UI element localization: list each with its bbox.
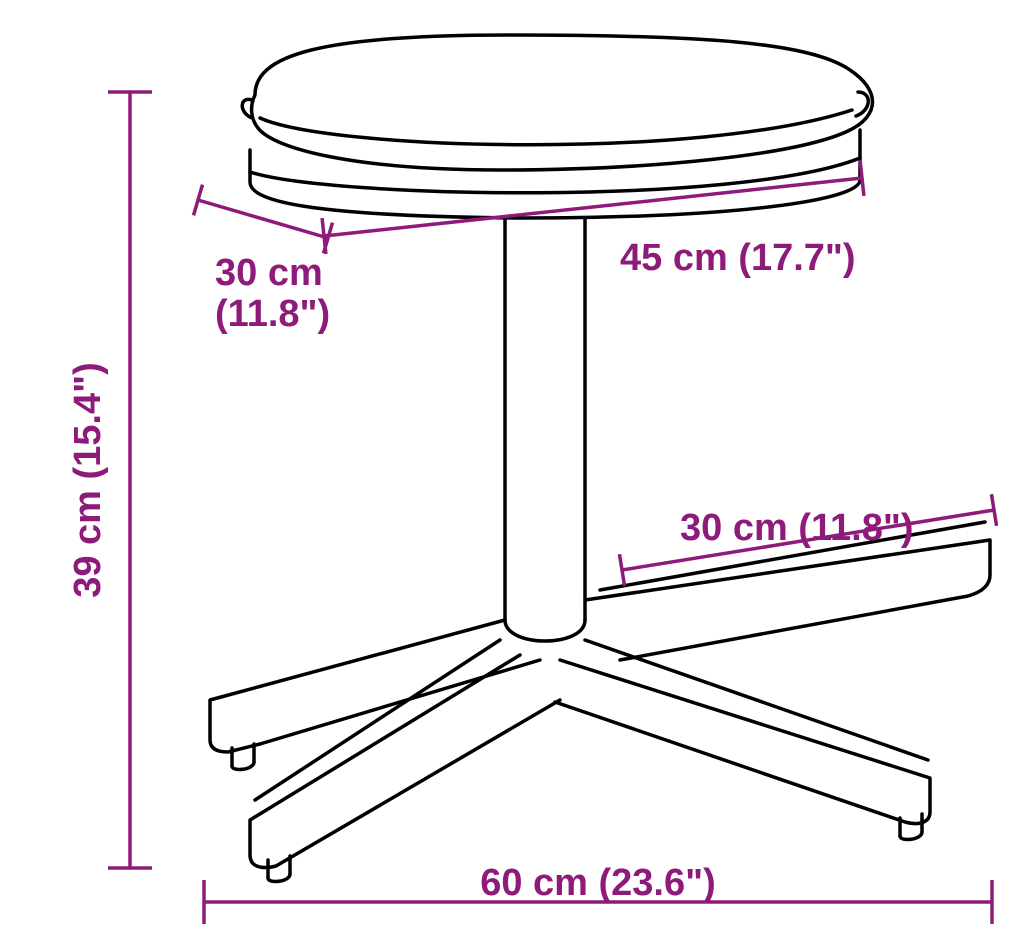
dimension-diagram: 39 cm (15.4") 60 cm (23.6") 45 cm (17.7") 3… (0, 0, 1020, 927)
dim-width-top: 45 cm (17.7") (620, 237, 856, 279)
base (210, 522, 990, 881)
dim-depth-top: 30 cm(11.8") (215, 252, 330, 335)
dim-height-line1: 39 cm (15.4") (67, 362, 109, 598)
dim-leg-span: 30 cm (11.8") (680, 507, 914, 549)
stool-lineart (210, 35, 990, 881)
dim-leg-span-line1: 30 cm (11.8") (680, 507, 914, 549)
dim-base-width: 60 cm (23.6") (480, 862, 716, 904)
dim-base-width-line1: 60 cm (23.6") (480, 862, 716, 904)
dim-depth-top-line2: (11.8") (215, 293, 330, 335)
dim-depth-top-line1: 30 cm (215, 252, 323, 294)
dim-width-top-line1: 45 cm (17.7") (620, 237, 856, 279)
dim-height: 39 cm (15.4") (67, 362, 109, 598)
